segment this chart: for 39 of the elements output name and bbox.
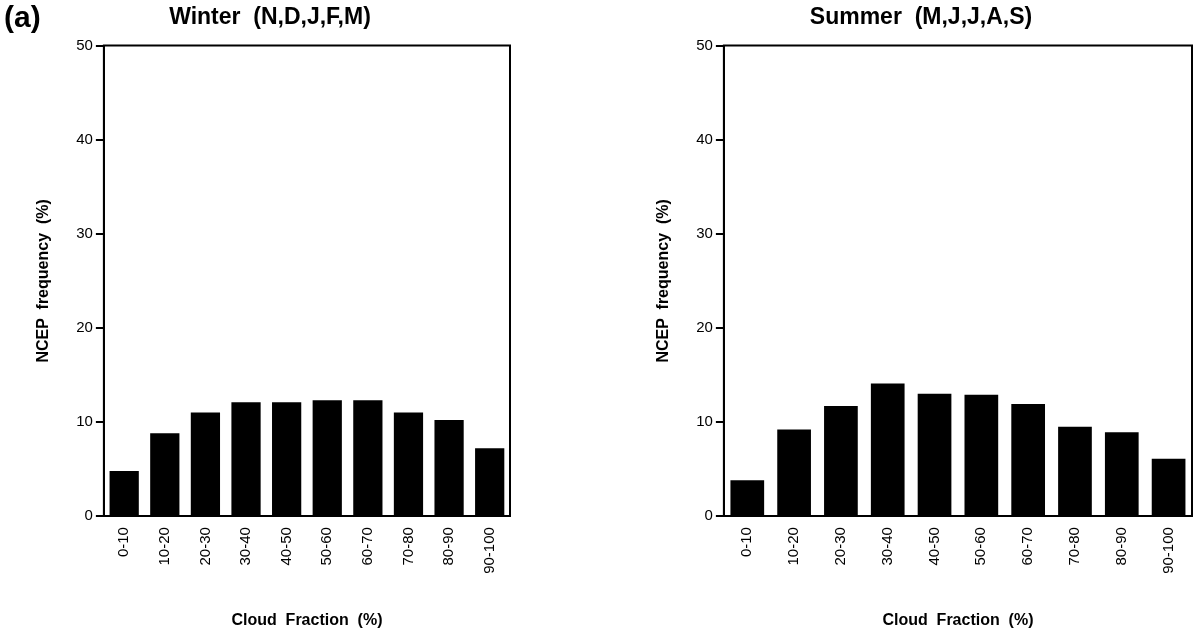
- x-tick-label: 70-80: [1065, 527, 1083, 566]
- text: (a): [4, 0, 41, 34]
- x-tick-label: 20-30: [831, 527, 849, 566]
- y-axis-title: NCEP frequency (%): [34, 199, 52, 363]
- y-axis-title: NCEP frequency (%): [654, 199, 672, 363]
- x-tick-label: 90-100: [1158, 527, 1176, 574]
- x-axis-title: Cloud Fraction (%): [231, 610, 383, 628]
- x-tick-label: 30-40: [877, 527, 895, 566]
- x-tick-label: 20-30: [195, 527, 213, 566]
- x-tick-label: 10-20: [154, 527, 172, 566]
- y-tick-label: 30: [76, 223, 93, 241]
- chart-title: Winter (N,D,J,F,M): [169, 3, 371, 30]
- x-tick-label: 60-70: [358, 527, 375, 566]
- x-tick-label: 40-50: [276, 527, 294, 566]
- y-tick-label: 40: [696, 129, 713, 147]
- y-tick-label: 40: [76, 129, 93, 147]
- y-tick-label: 10: [76, 412, 93, 430]
- x-tick-label: 30-40: [236, 527, 254, 566]
- x-tick-label: 60-70: [1018, 527, 1036, 566]
- y-tick-label: 50: [696, 35, 713, 53]
- y-tick-label: 0: [704, 506, 713, 524]
- x-tick-label: 10-20: [784, 527, 802, 566]
- x-tick-label: 70-80: [398, 527, 416, 566]
- x-tick-label: 0-10: [114, 527, 132, 558]
- x-axis-title: Cloud Fraction (%): [882, 610, 1034, 628]
- y-tick-label: 10: [696, 412, 713, 430]
- y-tick-label: 20: [696, 318, 713, 336]
- y-tick-label: 20: [76, 318, 93, 336]
- y-tick-label: 0: [84, 506, 93, 524]
- x-tick-label: 50-60: [971, 527, 989, 566]
- y-tick-label: 50: [76, 35, 93, 53]
- chart-title: Summer (M,J,J,A,S): [809, 3, 1033, 30]
- x-tick-label: 80-90: [1111, 527, 1129, 566]
- y-tick-label: 30: [696, 223, 713, 241]
- x-tick-label: 50-60: [317, 527, 335, 566]
- x-tick-label: 90-100: [479, 527, 497, 574]
- x-tick-label: 0-10: [737, 527, 755, 558]
- x-tick-label: 80-90: [439, 527, 457, 566]
- x-tick-label: 40-50: [924, 527, 942, 566]
